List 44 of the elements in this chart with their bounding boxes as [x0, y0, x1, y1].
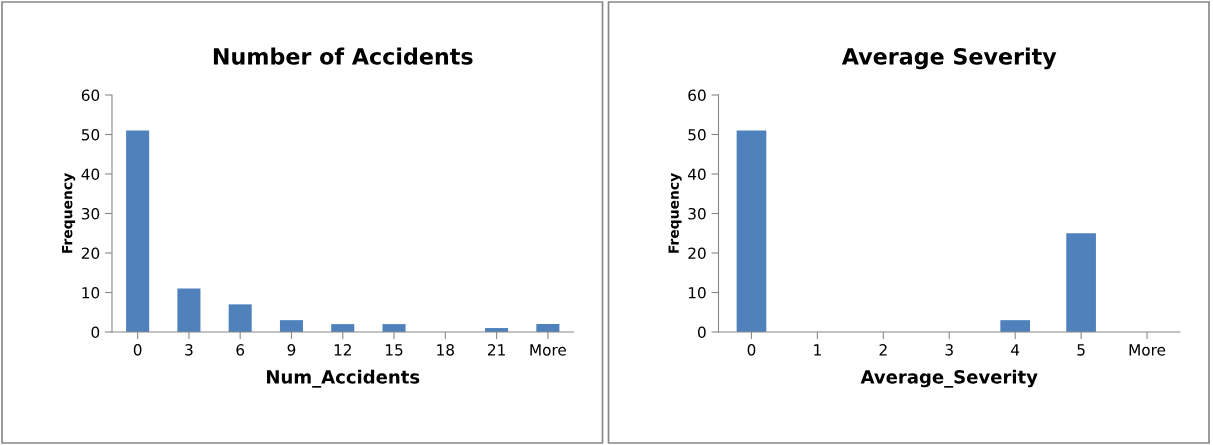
- y-tick-label: 60: [688, 89, 706, 102]
- x-tick-label: 21: [487, 344, 505, 356]
- y-tick-label: 0: [697, 326, 706, 339]
- y-tick-label: 0: [91, 326, 100, 339]
- bar: [382, 324, 406, 332]
- bar: [126, 130, 150, 332]
- bar: [279, 320, 304, 332]
- y-tick-label: 10: [82, 286, 100, 299]
- x-axis-title: Num_Accidents: [267, 369, 420, 388]
- y-tick-label: 60: [81, 89, 100, 102]
- x-tick-label: 3: [945, 344, 953, 356]
- bar: [177, 288, 201, 332]
- chart-title: Number of Accidents: [213, 47, 473, 65]
- x-tick-label: 0: [747, 344, 756, 356]
- x-tick-label: 6: [236, 344, 245, 356]
- y-tick-label: 40: [81, 168, 100, 181]
- x-tick-label: 12: [334, 344, 351, 356]
- bar: [1066, 233, 1096, 332]
- x-tick-label: 9: [287, 344, 296, 356]
- x-tick-label: 3: [185, 344, 193, 356]
- x-tick-label: More: [1129, 344, 1166, 356]
- y-axis-title: Frequency: [62, 173, 76, 253]
- bar: [736, 130, 767, 332]
- y-tick-label: 10: [688, 286, 706, 299]
- y-tick-label: 20: [688, 247, 706, 260]
- x-tick-label: 18: [437, 344, 454, 356]
- x-tick-label: 4: [1011, 344, 1020, 356]
- y-tick-label: 30: [688, 207, 706, 220]
- chart-title: Average Severity: [841, 47, 1057, 70]
- y-axis-title: Frequency: [668, 173, 682, 253]
- y-tick-label: 50: [81, 128, 100, 141]
- y-tick-label: 50: [688, 128, 706, 141]
- y-tick-label: 30: [81, 207, 100, 220]
- y-tick-label: 40: [688, 168, 706, 181]
- y-tick-label: 20: [81, 247, 100, 260]
- x-tick-label: 2: [879, 344, 887, 356]
- x-tick-label: 15: [385, 344, 403, 356]
- bar: [228, 304, 252, 332]
- x-axis-title: Average_Severity: [860, 369, 1038, 388]
- x-tick-label: More: [530, 344, 566, 356]
- bar: [1000, 320, 1031, 332]
- x-tick-label: 1: [814, 344, 821, 356]
- x-tick-label: 5: [1077, 344, 1085, 356]
- x-tick-label: 0: [133, 344, 142, 356]
